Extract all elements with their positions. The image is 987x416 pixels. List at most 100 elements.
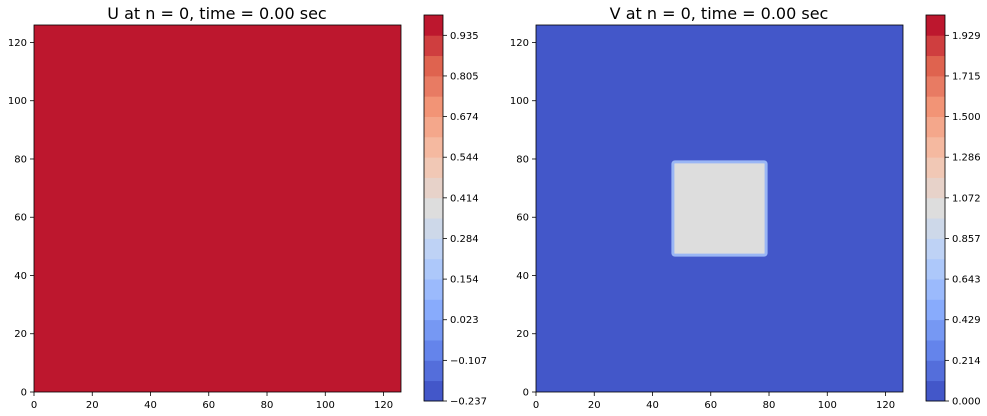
y-tick-label: 20 xyxy=(14,329,27,340)
colorbar-level xyxy=(926,380,945,402)
x-tick-label: 120 xyxy=(876,400,895,411)
colorbar-level xyxy=(926,238,945,260)
colorbar-tick-label: 0.674 xyxy=(450,112,479,123)
colorbar-level xyxy=(424,157,443,178)
y-tick-label: 60 xyxy=(14,213,27,224)
colorbar-level xyxy=(424,15,443,36)
colorbar-level xyxy=(424,55,443,77)
x-tick-label: 120 xyxy=(374,400,393,411)
colorbar-level xyxy=(424,340,443,361)
colorbar-level xyxy=(926,35,945,57)
colorbar-level xyxy=(424,380,443,402)
y-tick-label: 40 xyxy=(14,271,27,282)
x-tick-label: 80 xyxy=(763,400,776,411)
plot-frame xyxy=(33,24,402,393)
colorbar-level xyxy=(926,319,945,341)
colorbar-level xyxy=(926,55,945,77)
colorbar-tick-label: −0.237 xyxy=(450,397,487,408)
colorbar-tick-label: 0.023 xyxy=(450,315,479,326)
colorbar-level xyxy=(424,279,443,300)
colorbar-tick-label: 0.000 xyxy=(952,397,981,408)
x-tick-label: 40 xyxy=(646,400,659,411)
colorbar-level xyxy=(926,299,945,321)
colorbar-tick-label: 0.805 xyxy=(450,71,479,82)
y-tick-label: 100 xyxy=(510,96,529,107)
field-square-region xyxy=(671,160,768,257)
x-tick-label: 60 xyxy=(704,400,717,411)
colorbar-level xyxy=(926,116,945,138)
colorbar-level xyxy=(926,279,945,300)
x-tick-label: 100 xyxy=(818,400,837,411)
panel-u: U at n = 0, time = 0.00 sec 0 20 40 60 80 100… xyxy=(8,4,487,411)
y-tick-label: 120 xyxy=(8,38,27,49)
colorbar-tick-label: 1.500 xyxy=(952,112,981,123)
colorbar-level xyxy=(424,197,443,219)
colorbar: −0.237 −0.107 0.023 0.154 0.284 0.414 0.544 0.6… xyxy=(423,14,487,408)
colorbar-level xyxy=(424,96,443,117)
colorbar-tick-label: 0.414 xyxy=(450,193,479,204)
y-tick-label: 120 xyxy=(510,38,529,49)
x-tick-label: 60 xyxy=(202,400,215,411)
x-tick-label: 0 xyxy=(533,400,539,411)
y-tick-label: 80 xyxy=(14,154,27,165)
colorbar-tick-label: −0.107 xyxy=(450,356,487,367)
colorbar-level xyxy=(926,197,945,219)
colorbar-tick-label: 1.715 xyxy=(952,71,981,82)
x-tick-label: 40 xyxy=(144,400,157,411)
colorbar-level xyxy=(424,299,443,321)
colorbar-level xyxy=(926,340,945,361)
colorbar-level xyxy=(926,15,945,36)
colorbar-tick-label: 0.643 xyxy=(952,275,981,286)
y-tick-label: 0 xyxy=(21,388,27,399)
colorbar-level xyxy=(424,238,443,260)
x-tick-label: 20 xyxy=(86,400,99,411)
colorbar: 0.000 0.214 0.429 0.643 0.857 1.072 1.286 1.500… xyxy=(925,14,981,408)
colorbar-tick-label: 0.214 xyxy=(952,356,981,367)
colorbar-frame xyxy=(925,14,946,402)
x-tick-label: 80 xyxy=(261,400,274,411)
colorbar-tick-label: 0.154 xyxy=(450,275,479,286)
colorbar-tick-label: 1.929 xyxy=(952,31,981,42)
x-axis: 0 20 40 60 80 100 120 xyxy=(533,392,895,411)
y-axis: 0 20 40 60 80 100 120 xyxy=(8,38,34,399)
colorbar-level xyxy=(424,116,443,138)
colorbar-level xyxy=(926,360,945,382)
colorbar-tick-label: 1.072 xyxy=(952,193,981,204)
colorbar-frame xyxy=(423,14,444,402)
chart-title: V at n = 0, time = 0.00 sec xyxy=(610,4,829,23)
x-tick-label: 100 xyxy=(316,400,335,411)
colorbar-tick-label: 0.284 xyxy=(450,234,479,245)
y-tick-label: 40 xyxy=(516,271,529,282)
y-tick-label: 0 xyxy=(523,388,529,399)
colorbar-level xyxy=(926,96,945,117)
colorbar-level xyxy=(926,218,945,239)
colorbar-tick-label: 0.429 xyxy=(952,315,981,326)
y-tick-label: 20 xyxy=(516,329,529,340)
colorbar-level xyxy=(424,75,443,97)
colorbar-level xyxy=(424,136,443,158)
x-tick-label: 20 xyxy=(588,400,601,411)
colorbar-level xyxy=(926,177,945,199)
colorbar-level xyxy=(424,218,443,239)
colorbar-tick-label: 0.935 xyxy=(450,31,479,42)
x-axis: 0 20 40 60 80 100 120 xyxy=(31,392,393,411)
colorbar-level xyxy=(424,258,443,280)
y-axis: 0 20 40 60 80 100 120 xyxy=(510,38,536,399)
colorbar-level xyxy=(926,136,945,158)
colorbar-level xyxy=(424,177,443,199)
colorbar-level xyxy=(424,319,443,341)
colorbar-level xyxy=(926,157,945,178)
x-tick-label: 0 xyxy=(31,400,37,411)
chart-title: U at n = 0, time = 0.00 sec xyxy=(107,4,326,23)
field-background xyxy=(34,25,401,392)
colorbar-tick-label: 0.544 xyxy=(450,153,479,164)
colorbar-level xyxy=(424,35,443,57)
plot-frame xyxy=(535,24,904,393)
y-tick-label: 60 xyxy=(516,213,529,224)
panel-v: V at n = 0, time = 0.00 sec 0 20 40 60 80 100… xyxy=(510,4,981,411)
colorbar-tick-label: 1.286 xyxy=(952,153,981,164)
colorbar-level xyxy=(926,75,945,97)
colorbar-level xyxy=(926,258,945,280)
y-tick-label: 100 xyxy=(8,96,27,107)
